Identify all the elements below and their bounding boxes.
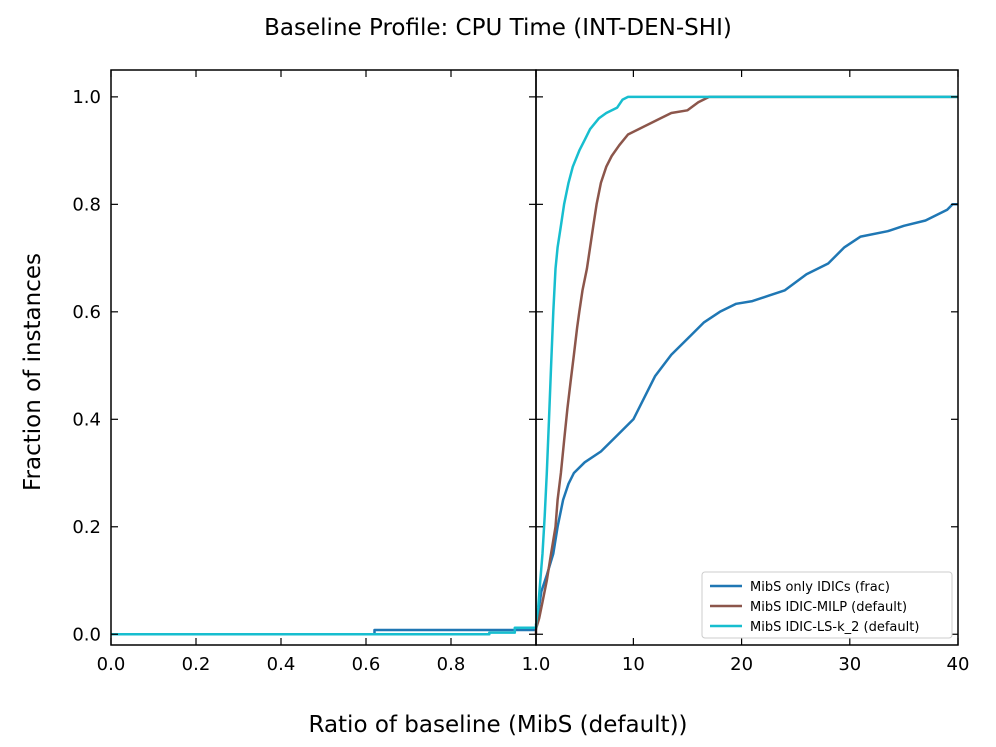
x-tick-label: 0.6 [352, 654, 381, 675]
x-tick-label: 0.4 [267, 654, 296, 675]
y-tick-label: 0.2 [72, 517, 101, 538]
x-tick-label: 0.8 [437, 654, 466, 675]
legend-entry: MibS IDIC-MILP (default) [750, 600, 907, 615]
x-tick-label: 20 [730, 654, 753, 675]
y-tick-label: 0.6 [72, 302, 101, 323]
series-line-right-2 [536, 95, 958, 628]
legend: MibS only IDICs (frac) MibS IDIC-MILP (de… [701, 571, 953, 639]
series-line-left-2 [111, 623, 536, 636]
legend-entry: MibS IDIC-LS-k_2 (default) [750, 620, 919, 635]
y-tick-label: 0.4 [72, 409, 101, 430]
y-tick-label: 0.8 [72, 194, 101, 215]
left-panel-frame [110, 69, 537, 646]
left-panel-lines [111, 623, 536, 636]
x-tick-label: 40 [947, 654, 970, 675]
legend-entry: MibS only IDICs (frac) [750, 580, 890, 595]
series-line-right-0 [536, 203, 958, 631]
y-axis-label: Fraction of instances [20, 253, 46, 491]
x-tick-label: 30 [838, 654, 861, 675]
y-tick-label: 1.0 [72, 87, 101, 108]
y-tick-label: 0.0 [72, 624, 101, 645]
x-axis-label: Ratio of baseline (MibS (default)) [308, 712, 687, 738]
chart-title: Baseline Profile: CPU Time (INT-DEN-SHI) [264, 15, 732, 41]
x-tick-label: 10 [622, 654, 645, 675]
x-tick-label: 1.0 [522, 654, 551, 675]
right-panel-lines [536, 95, 958, 635]
legend-box [701, 571, 953, 639]
right-panel-frame [535, 69, 959, 646]
x-tick-label: 0.2 [182, 654, 211, 675]
x-tick-label: 0.0 [97, 654, 126, 675]
series-line-right-1 [536, 95, 958, 635]
plot-area: 0.0 0.2 0.4 0.6 0.8 1.0 0.0 0.2 0.4 0.6 0.8 1.0 10 20… [72, 69, 970, 675]
